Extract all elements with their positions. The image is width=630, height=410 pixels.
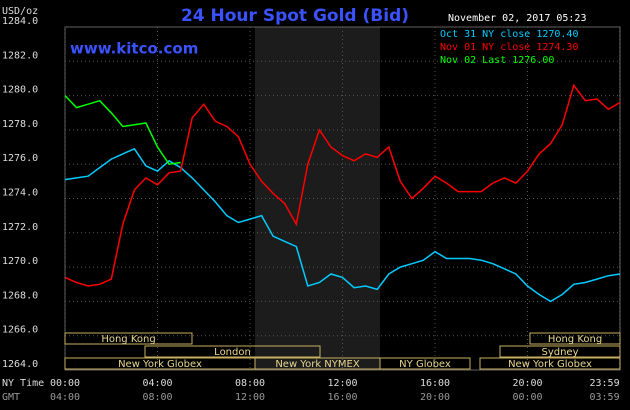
x2-tick-label: 08:00 — [142, 392, 172, 403]
y-tick-label: 1276.0 — [2, 153, 38, 164]
x2-tick-label: 16:00 — [327, 392, 357, 403]
session-label: Hong Kong — [101, 334, 155, 345]
x2-tick-label: 00:00 — [512, 392, 542, 403]
x-tick-label: 00:00 — [50, 378, 80, 389]
x-tick-label: 12:00 — [327, 378, 357, 389]
x2-tick-label: 12:00 — [235, 392, 265, 403]
session-label: NY Globex — [399, 359, 451, 370]
session-box — [379, 357, 471, 370]
x2-tick-label: 20:00 — [420, 392, 450, 403]
y-tick-label: 1270.0 — [2, 256, 38, 267]
y-tick-label: 1282.0 — [2, 50, 38, 61]
x-tick-label: 23:59 — [589, 378, 619, 389]
session-box — [499, 345, 621, 358]
y-tick-label: 1280.0 — [2, 85, 38, 96]
x2-tick-label: 03:59 — [589, 392, 619, 403]
session-box — [479, 357, 621, 370]
y-tick-label: 1272.0 — [2, 222, 38, 233]
session-label: New York NYMEX — [275, 359, 360, 370]
session-label: New York Globex — [118, 359, 202, 370]
subtitle: www.kitco.com — [70, 40, 198, 58]
session-label: New York Globex — [508, 359, 592, 370]
x-tick-label: 20:00 — [512, 378, 542, 389]
session-label: Hong Kong — [548, 334, 602, 345]
x-axis-label: NY Time — [2, 378, 44, 389]
session-label: Sydney — [541, 347, 578, 358]
legend-entry: Nov 02 Last 1276.00 — [440, 55, 554, 66]
session-box — [144, 345, 321, 358]
y-tick-label: 1264.0 — [2, 359, 38, 370]
date: November 02, 2017 05:23 — [448, 13, 586, 24]
session-box — [529, 332, 621, 345]
y-tick-label: 1284.0 — [2, 16, 38, 27]
y-tick-label: 1274.0 — [2, 188, 38, 199]
y-axis-label: USD/oz — [2, 6, 38, 17]
x2-tick-label: 04:00 — [50, 392, 80, 403]
series-line — [64, 147, 621, 303]
y-tick-label: 1266.0 — [2, 325, 38, 336]
x-tick-label: 04:00 — [142, 378, 172, 389]
y-tick-label: 1278.0 — [2, 119, 38, 130]
x-tick-label: 16:00 — [420, 378, 450, 389]
session-label: London — [214, 347, 251, 358]
chart-title: 24 Hour Spot Gold (Bid) — [181, 6, 409, 26]
y-tick-label: 1268.0 — [2, 290, 38, 301]
session-box — [64, 357, 256, 370]
session-box — [64, 332, 193, 345]
legend-entry: Oct 31 NY close 1270.40 — [440, 29, 578, 40]
legend-entry: Nov 01 NY close 1274.30 — [440, 42, 578, 53]
x2-axis-label: GMT — [2, 392, 20, 403]
series-line — [64, 83, 621, 287]
x-tick-label: 08:00 — [235, 378, 265, 389]
series-line — [64, 95, 181, 166]
